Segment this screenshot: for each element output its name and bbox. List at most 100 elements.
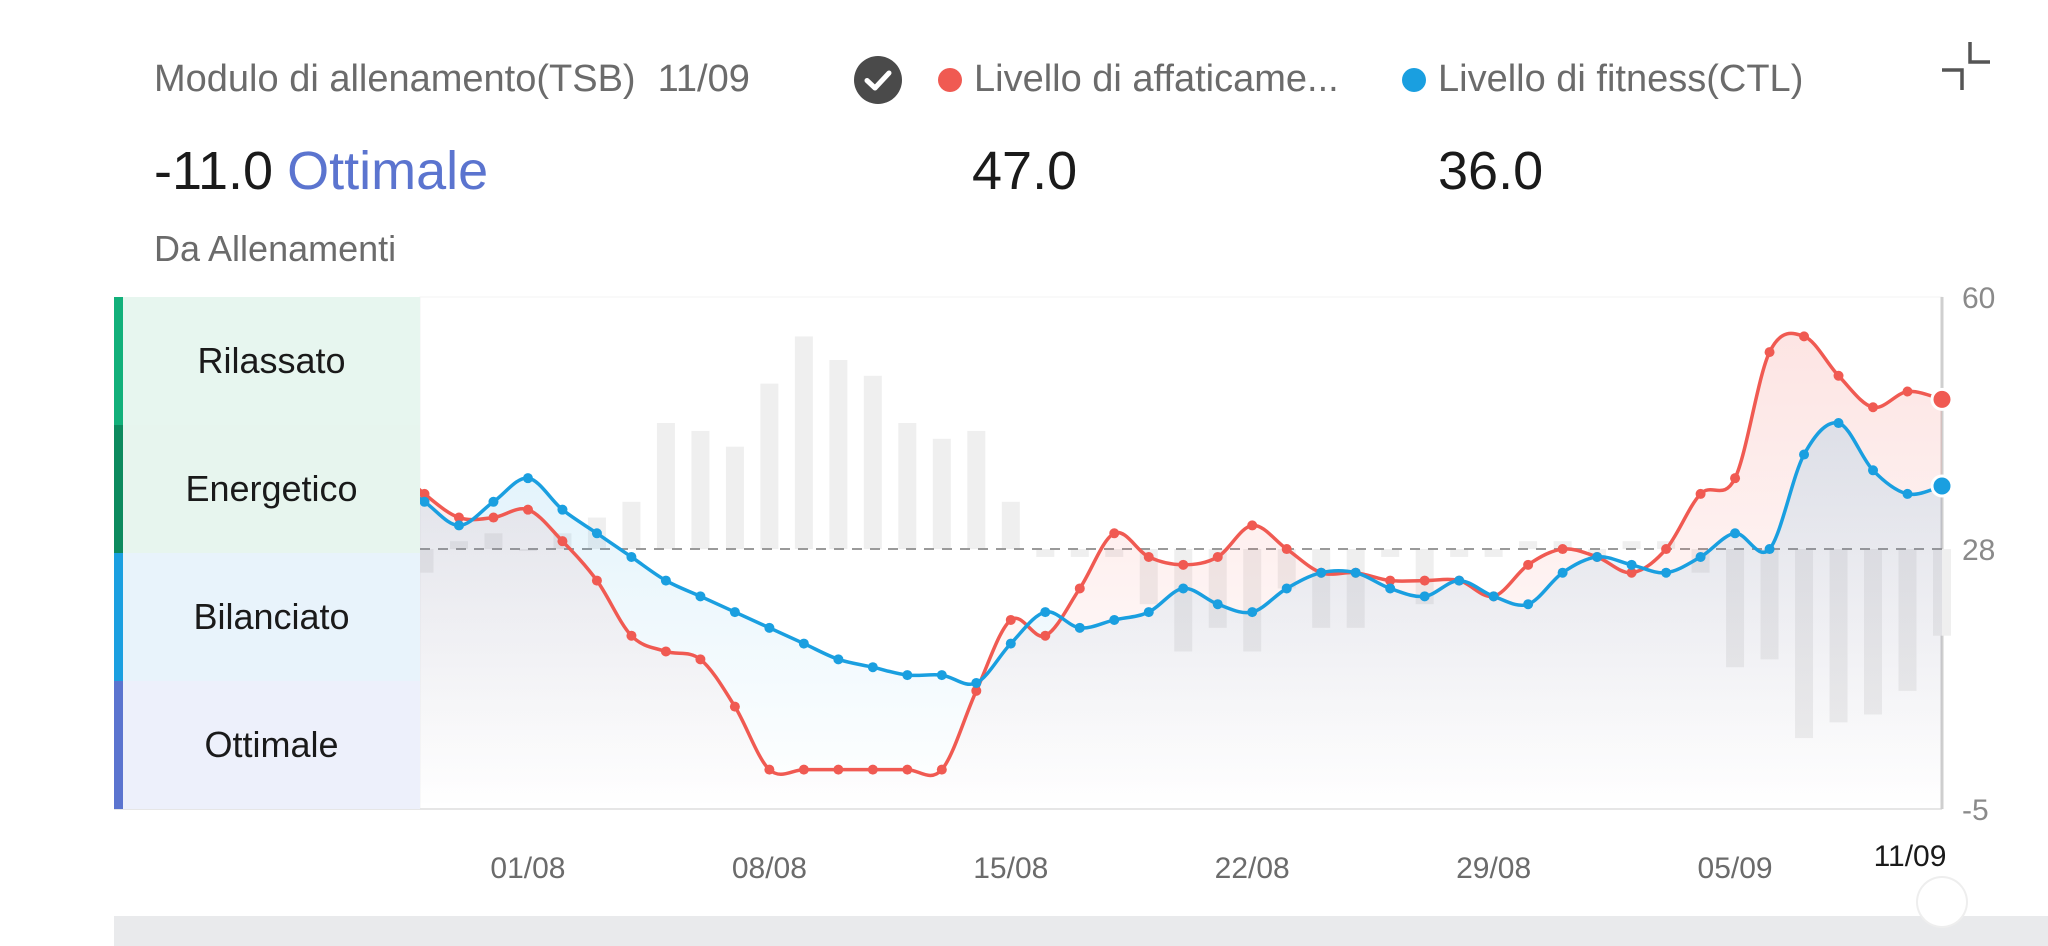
timeline-scrub-handle[interactable] (1918, 878, 1966, 926)
fatigue-point (1040, 630, 1051, 641)
fatigue-point (1764, 347, 1775, 358)
legend-fatigue[interactable]: Livello di affaticame... (938, 58, 1339, 101)
fitness-point (1178, 583, 1189, 594)
fatigue-point (419, 488, 430, 499)
tsb-bar (725, 446, 744, 550)
fitness-point (1281, 583, 1292, 594)
zone-energetico: Energetico (114, 425, 420, 553)
zone-bilanciato-bar (114, 553, 123, 681)
tsb-title: Modulo di allenamento(TSB) 11/09 (154, 58, 750, 101)
fatigue-point (1281, 544, 1292, 555)
zone-bilanciato: Bilanciato (114, 553, 420, 681)
fatigue-point (591, 575, 602, 586)
fatigue-point (1833, 370, 1844, 381)
fatigue-point (1661, 544, 1672, 555)
fitness-point (936, 670, 947, 681)
fatigue-point (1626, 567, 1637, 578)
zone-energetico-bar (114, 425, 123, 553)
tsb-bar (622, 501, 641, 550)
tsb-bar (898, 423, 917, 550)
legend-fitness[interactable]: Livello di fitness(CTL) (1402, 58, 1803, 101)
fatigue-point (764, 764, 775, 775)
check-circle-icon[interactable] (854, 56, 902, 104)
y-tick-label: -5 (1962, 794, 1989, 827)
fatigue-point (695, 654, 706, 665)
fatigue-point (626, 630, 637, 641)
fitness-line (389, 421, 1943, 686)
zone-energetico-label: Energetico (185, 468, 358, 509)
fitness-point (1419, 591, 1430, 602)
fitness-point (1247, 607, 1258, 618)
fatigue-point (1143, 551, 1154, 562)
collapse-icon[interactable] (1940, 40, 1992, 92)
fatigue-point (1930, 387, 1954, 411)
fitness-point (1316, 567, 1327, 578)
fatigue-point (1868, 402, 1879, 413)
tsb-bar (1381, 549, 1400, 557)
x-tick-label: 29/08 (1456, 852, 1531, 885)
fatigue-point (1730, 473, 1741, 484)
x-tick-label: 22/08 (1215, 852, 1290, 885)
y-tick-label: 28 (1962, 534, 1995, 567)
fatigue-point (453, 512, 464, 523)
fatigue-point (1074, 583, 1085, 594)
fatigue-point (1247, 520, 1258, 531)
fitness-point (1212, 599, 1223, 610)
header-row: Modulo di allenamento(TSB) 11/09 Livello … (154, 52, 2008, 108)
fitness-point (764, 622, 775, 633)
zone-bilanciato-label: Bilanciato (193, 596, 350, 637)
fatigue-point (660, 646, 671, 657)
x-tick-label: 05/09 (1698, 852, 1773, 885)
timeline-scroller[interactable] (114, 916, 2048, 946)
fitness-point (1902, 488, 1913, 499)
fitness-point (971, 677, 982, 688)
fitness-point (1626, 559, 1637, 570)
fatigue-point (798, 764, 809, 775)
tsb-date: 11/09 (657, 58, 750, 100)
fatigue-value: 47.0 (972, 141, 1078, 201)
legend-fatigue-dot (938, 67, 962, 92)
fatigue-point (522, 504, 533, 515)
fitness-point (1488, 591, 1499, 602)
x-tick-label: 01/08 (490, 852, 565, 885)
fitness-point (1005, 638, 1016, 649)
fatigue-point (1419, 575, 1430, 586)
fatigue-point (867, 764, 878, 775)
fatigue-point (1005, 614, 1016, 625)
fitness-point (1523, 599, 1534, 610)
x-tick-label: 15/08 (973, 852, 1048, 885)
fitness-point (1730, 528, 1741, 539)
fatigue-point (1902, 386, 1913, 397)
fatigue-point (936, 764, 947, 775)
tsb-bar (691, 430, 710, 550)
fitness-point (1930, 474, 1954, 498)
fitness-point (729, 607, 740, 618)
zone-rilassato-label: Rilassato (197, 340, 346, 381)
zone-rilassato-bar (114, 297, 123, 425)
tsb-bar (656, 423, 675, 550)
fitness-point (1074, 622, 1085, 633)
zone-legend: Rilassato Energetico Bilanciato Ottimale (114, 297, 420, 809)
zone-ottimale-label: Ottimale (204, 724, 339, 765)
tsb-bar (829, 360, 848, 550)
fatigue-point (729, 701, 740, 712)
fatigue-point (1178, 559, 1189, 570)
tsb-bar (932, 438, 951, 550)
tsb-value-group: -11.0 Ottimale (154, 140, 488, 202)
fitness-point (557, 504, 568, 515)
fitness-point (695, 591, 706, 602)
fitness-point (1557, 567, 1568, 578)
tsb-bar (760, 383, 779, 550)
fitness-point (1695, 551, 1706, 562)
tsb-status: Ottimale (287, 141, 489, 201)
fitness-point (1592, 551, 1603, 562)
fatigue-point (1799, 331, 1810, 342)
tsb-bar (794, 336, 813, 550)
fitness-point (833, 654, 844, 665)
fitness-point (1833, 418, 1844, 429)
fitness-point (591, 528, 602, 539)
fitness-point (453, 520, 464, 531)
tsb-bar (863, 375, 882, 550)
